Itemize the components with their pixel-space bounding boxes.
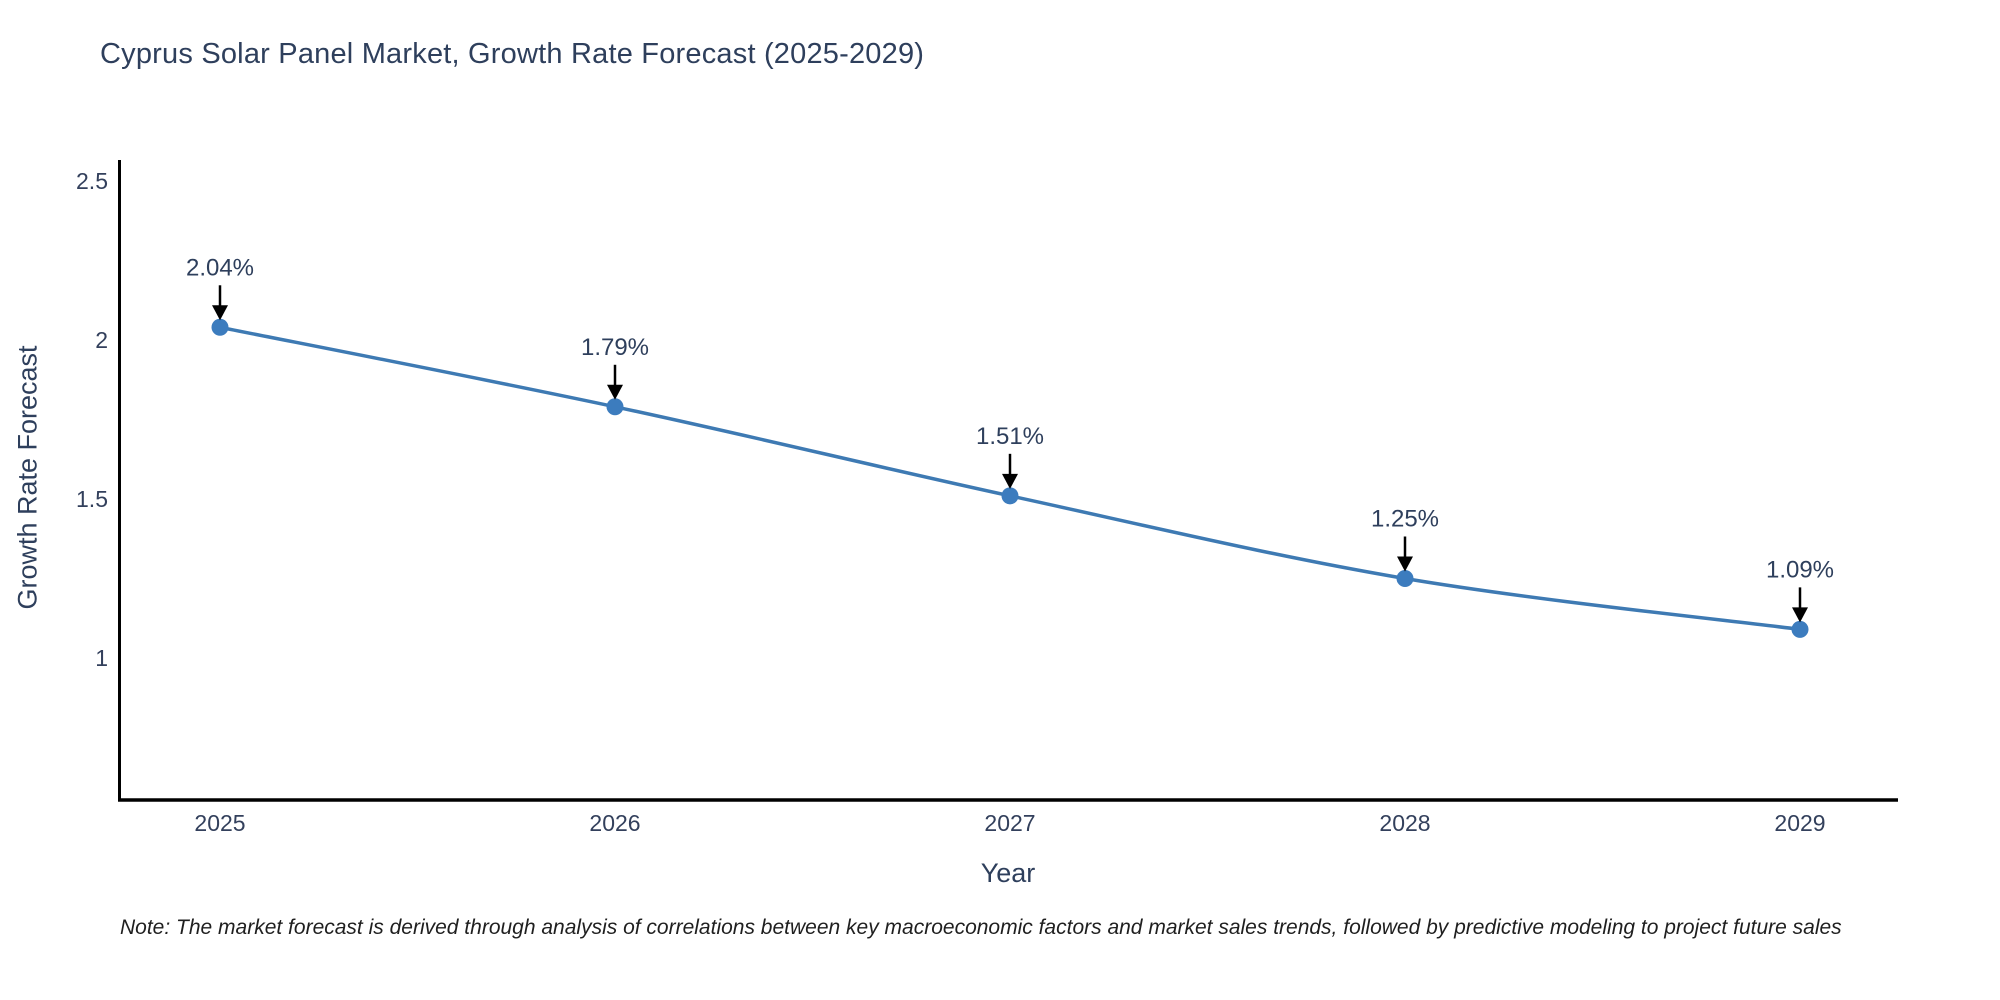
point-annotation-text: 2.04% bbox=[186, 254, 254, 281]
annotation-arrowhead bbox=[1397, 556, 1413, 572]
x-tick-label: 2026 bbox=[589, 810, 640, 836]
footnote: Note: The market forecast is derived thr… bbox=[120, 916, 1842, 939]
y-tick-label: 2.5 bbox=[76, 168, 108, 194]
y-tick-label: 1.5 bbox=[76, 486, 108, 512]
chart-title: Cyprus Solar Panel Market, Growth Rate F… bbox=[100, 38, 925, 70]
annotation-arrowhead bbox=[1792, 607, 1808, 623]
x-tick-label: 2025 bbox=[194, 810, 245, 836]
data-point-marker bbox=[1396, 570, 1414, 587]
data-point-marker bbox=[1791, 620, 1809, 638]
annotation-arrowhead bbox=[1002, 473, 1018, 489]
x-tick-label: 2027 bbox=[984, 810, 1035, 836]
annotation-arrowhead bbox=[212, 305, 228, 321]
x-tick-label: 2029 bbox=[1774, 810, 1825, 836]
point-annotation-text: 1.51% bbox=[976, 423, 1044, 450]
y-tick-label: 1 bbox=[95, 645, 108, 671]
data-point-marker bbox=[606, 398, 624, 416]
annotation-arrowhead bbox=[607, 384, 623, 400]
point-annotation-text: 1.09% bbox=[1766, 556, 1834, 583]
data-point-marker bbox=[211, 318, 229, 336]
point-annotation-text: 1.25% bbox=[1371, 506, 1439, 533]
x-tick-label: 2028 bbox=[1379, 810, 1430, 836]
y-tick-label: 2 bbox=[95, 327, 108, 353]
data-point-marker bbox=[1001, 487, 1019, 505]
point-annotation-text: 1.79% bbox=[581, 334, 649, 361]
x-axis-title: Year bbox=[980, 858, 1036, 888]
